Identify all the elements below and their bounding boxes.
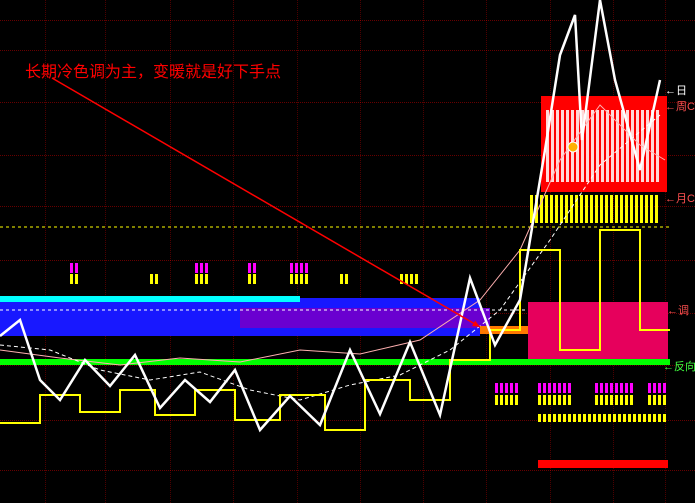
magenta-ticks-1	[70, 263, 78, 273]
white-ticks-top	[546, 110, 659, 182]
yellow-ticks-mid	[595, 395, 633, 405]
axis-label: ←调	[667, 302, 689, 318]
orange-strip	[480, 326, 530, 334]
grid-line-v	[550, 0, 551, 503]
yellow-ticks-1	[340, 274, 348, 284]
magenta-ticks-mid	[595, 383, 633, 393]
yellow-ticks-bot	[538, 414, 666, 422]
red-bottom-bar	[538, 460, 668, 468]
annotation-text: 长期冷色调为主，变暖就是好下手点	[25, 58, 281, 82]
yellow-ticks-1	[70, 274, 78, 284]
green-strip	[0, 359, 670, 365]
grid-line-v	[423, 0, 424, 503]
yellow-ticks-1	[248, 274, 256, 284]
axis-label: ←反向	[663, 358, 695, 374]
yellow-ticks-1	[150, 274, 158, 284]
axis-label: ←月C	[665, 190, 695, 206]
grid-line-v	[360, 0, 361, 503]
yellow-ticks-mid	[495, 395, 518, 405]
cyan-strip	[0, 296, 300, 302]
axis-label: ←日	[665, 82, 687, 98]
yellow-ticks-2	[530, 195, 658, 223]
magenta-ticks-1	[248, 263, 256, 273]
yellow-ticks-1	[400, 274, 418, 284]
grid-line-v	[486, 0, 487, 503]
magenta-ticks-1	[195, 263, 208, 273]
purple-band	[240, 308, 490, 328]
magenta-ticks-mid	[648, 383, 666, 393]
magenta-band	[528, 302, 668, 364]
grid-line-v	[297, 0, 298, 503]
yellow-ticks-1	[290, 274, 308, 284]
axis-label: ←周C	[665, 98, 695, 114]
yellow-ticks-mid	[648, 395, 666, 405]
financial-chart: ←日←周C ←月C ←调 ←反向 长期冷色调为主，变暖就是好下手点	[0, 0, 695, 503]
yellow-ticks-mid	[538, 395, 571, 405]
yellow-ticks-1	[195, 274, 208, 284]
grid-line-v	[665, 0, 666, 503]
magenta-ticks-1	[290, 263, 308, 273]
grid-line-v	[613, 0, 614, 503]
magenta-ticks-mid	[538, 383, 571, 393]
magenta-ticks-mid	[495, 383, 518, 393]
